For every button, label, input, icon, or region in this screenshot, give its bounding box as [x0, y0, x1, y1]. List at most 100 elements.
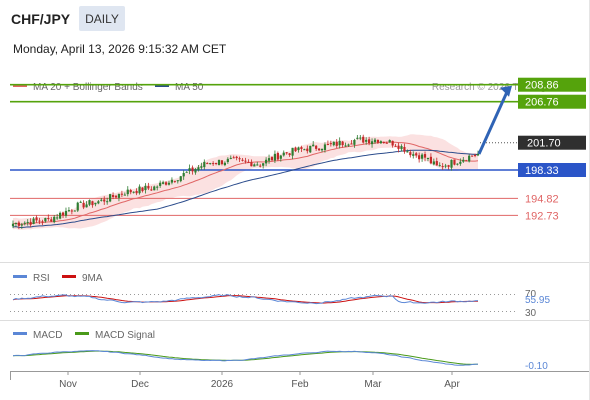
candle-up — [117, 193, 121, 198]
candle-down — [341, 141, 344, 146]
candle-down — [394, 145, 397, 147]
rsi-70-tick: 70 — [525, 289, 537, 300]
candle-up — [188, 168, 191, 171]
legend-swatch-rsi — [13, 275, 27, 278]
candle-down — [238, 158, 241, 160]
candle-up — [11, 223, 15, 227]
legend-ma20-label: MA 20 + Bollinger Bands — [33, 82, 143, 93]
candle-up — [167, 182, 171, 185]
candle-down — [135, 190, 138, 194]
candle-up — [359, 137, 362, 139]
candle-down — [61, 212, 65, 216]
candle-up — [144, 185, 147, 191]
candle-down — [35, 217, 38, 221]
candle-up — [353, 140, 356, 145]
candle-down — [429, 156, 433, 164]
candle-down — [164, 182, 168, 185]
candle-up — [291, 147, 294, 156]
candle-down — [17, 222, 20, 226]
candle-down — [423, 154, 427, 158]
rsi-9ma-line — [12, 295, 479, 304]
candle-up — [194, 169, 197, 173]
candle-up — [185, 171, 188, 173]
candle-up — [44, 217, 47, 222]
candle-up — [406, 151, 409, 153]
last-price-label: 201.70 — [527, 138, 561, 150]
support-label: 194.82 — [525, 193, 559, 205]
candle-up — [73, 210, 76, 212]
candle-down — [409, 152, 412, 156]
candle-down — [111, 195, 115, 197]
candle-up — [309, 145, 312, 153]
candle-up — [365, 139, 368, 142]
candle-up — [450, 159, 453, 168]
candle-up — [132, 191, 135, 193]
legend-swatch-macd — [13, 332, 27, 335]
candle-up — [67, 210, 71, 212]
candle-up — [468, 155, 471, 162]
x-tick-label: Feb — [291, 379, 309, 390]
candle-down — [317, 148, 321, 151]
candle-down — [397, 145, 400, 149]
candle-up — [323, 144, 327, 151]
candle-down — [150, 189, 153, 191]
candle-up — [161, 182, 165, 184]
candle-up — [338, 140, 341, 146]
candle-up — [332, 141, 335, 146]
candle-down — [220, 160, 224, 165]
price-levels — [10, 83, 518, 216]
candle-up — [223, 162, 226, 166]
candle-up — [444, 165, 447, 167]
candle-up — [217, 159, 221, 165]
candle-up — [197, 167, 200, 171]
candle-down — [191, 167, 194, 172]
candle-down — [294, 147, 297, 152]
candle-up — [203, 161, 206, 168]
candle-down — [385, 142, 388, 144]
candle-up — [312, 144, 315, 147]
candle-up — [253, 164, 256, 167]
last-price-label-bg — [518, 135, 586, 150]
candle-down — [29, 221, 32, 225]
candle-up — [32, 218, 35, 224]
resistance-label: 208.86 — [525, 80, 559, 92]
candle-down — [147, 186, 150, 189]
candle-up — [138, 186, 141, 194]
candle-up — [256, 164, 259, 166]
candle-down — [41, 221, 44, 223]
candle-down — [141, 187, 144, 192]
candle-down — [232, 157, 235, 159]
candle-up — [459, 161, 462, 164]
timeframe-badge[interactable] — [79, 6, 125, 31]
candle-down — [335, 141, 338, 146]
candle-down — [415, 153, 418, 156]
macd-line — [12, 350, 479, 366]
candle-up — [432, 161, 435, 165]
candle-up — [182, 172, 185, 177]
candle-up — [438, 165, 441, 167]
candle-up — [20, 224, 23, 226]
candle-up — [265, 159, 268, 164]
candle-down — [391, 140, 394, 146]
datetime: Monday, April 13, 2026 9:15:32 AM CET — [13, 42, 227, 56]
candle-up — [56, 217, 59, 219]
support-label: 192.73 — [525, 210, 559, 222]
candle-down — [244, 160, 247, 162]
candle-down — [306, 148, 309, 152]
candle-down — [82, 202, 85, 208]
legend-ma50-label: MA 50 — [175, 82, 204, 93]
candle-up — [267, 158, 271, 161]
candle-up — [97, 201, 100, 204]
level-label-bg — [518, 94, 586, 109]
forecast-arrow — [477, 85, 512, 155]
bollinger-band — [13, 134, 478, 230]
candle-down — [382, 142, 385, 144]
candle-up — [64, 210, 68, 216]
candle-down — [120, 193, 123, 195]
candle-down — [103, 199, 106, 202]
forecast-arrow-shaft — [477, 89, 510, 155]
candle-up — [303, 149, 306, 151]
candle-down — [473, 155, 477, 157]
candle-up — [106, 201, 109, 203]
level-labels: 208.86 206.76 201.70 198.33 194.82 192.73 — [518, 77, 586, 222]
